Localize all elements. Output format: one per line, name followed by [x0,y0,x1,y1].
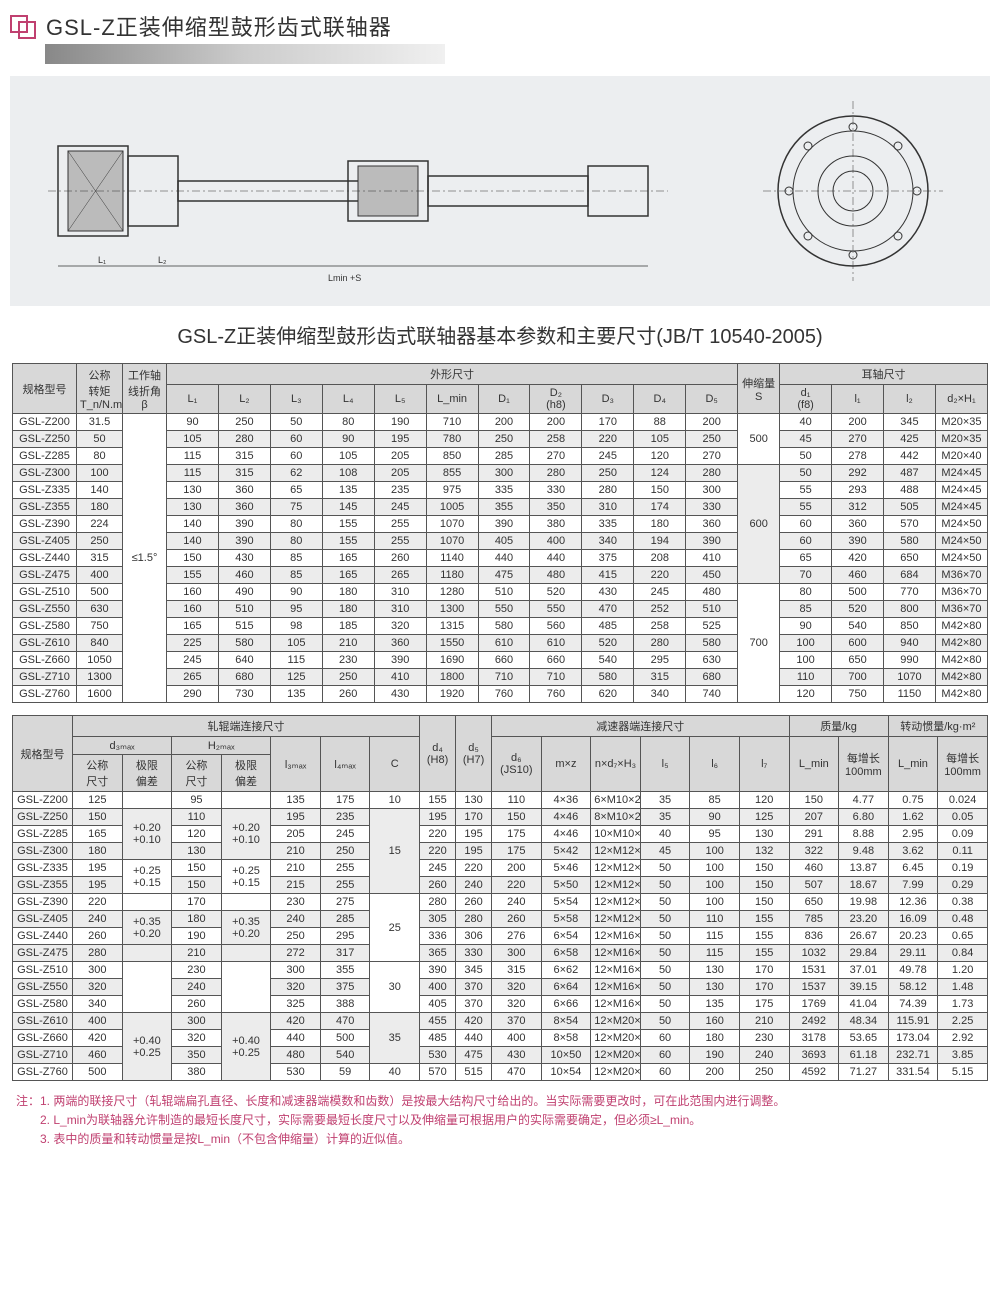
svg-text:L₁: L₁ [98,255,106,265]
specs-table-1: 规格型号公称转矩T_n/N.m工作轴线折角β外形尺寸伸缩量S耳轴尺寸L₁L₂L₃… [0,363,1000,703]
note-3: 3. 表中的质量和转动惯量是按L_min（不包含伸缩量）计算的近似值。 [48,1131,984,1148]
specs-table-2: 规格型号轧辊端连接尺寸d₄(H8)d₅(H7)减速器端连接尺寸质量/kg转动惯量… [0,715,1000,1081]
diagram-front-view [753,91,953,291]
title-icon [10,15,38,37]
note-2: 2. L_min为联轴器允许制造的最短长度尺寸，实际需要最短长度尺寸以及伸缩量可… [48,1112,984,1129]
table-caption: GSL-Z正装伸缩型鼓形齿式联轴器基本参数和主要尺寸(JB/T 10540-20… [0,320,1000,349]
note-1: 注：1. 两端的联接尺寸（轧辊端扁孔直径、长度和减速器端模数和齿数）是按最大结构… [48,1093,984,1110]
footnotes: 注：1. 两端的联接尺寸（轧辊端扁孔直径、长度和减速器端模数和齿数）是按最大结构… [16,1093,984,1147]
svg-text:Lmin +S: Lmin +S [328,273,361,283]
page-title-bar: GSL-Z正装伸缩型鼓形齿式联轴器 [10,10,1000,42]
diagram-side-view: Lmin +S L₁ L₂ [48,91,698,291]
svg-text:L₂: L₂ [158,255,167,265]
title-underline [45,44,445,64]
engineering-diagram: Lmin +S L₁ L₂ [10,76,990,306]
page-title: GSL-Z正装伸缩型鼓形齿式联轴器 [46,10,392,42]
